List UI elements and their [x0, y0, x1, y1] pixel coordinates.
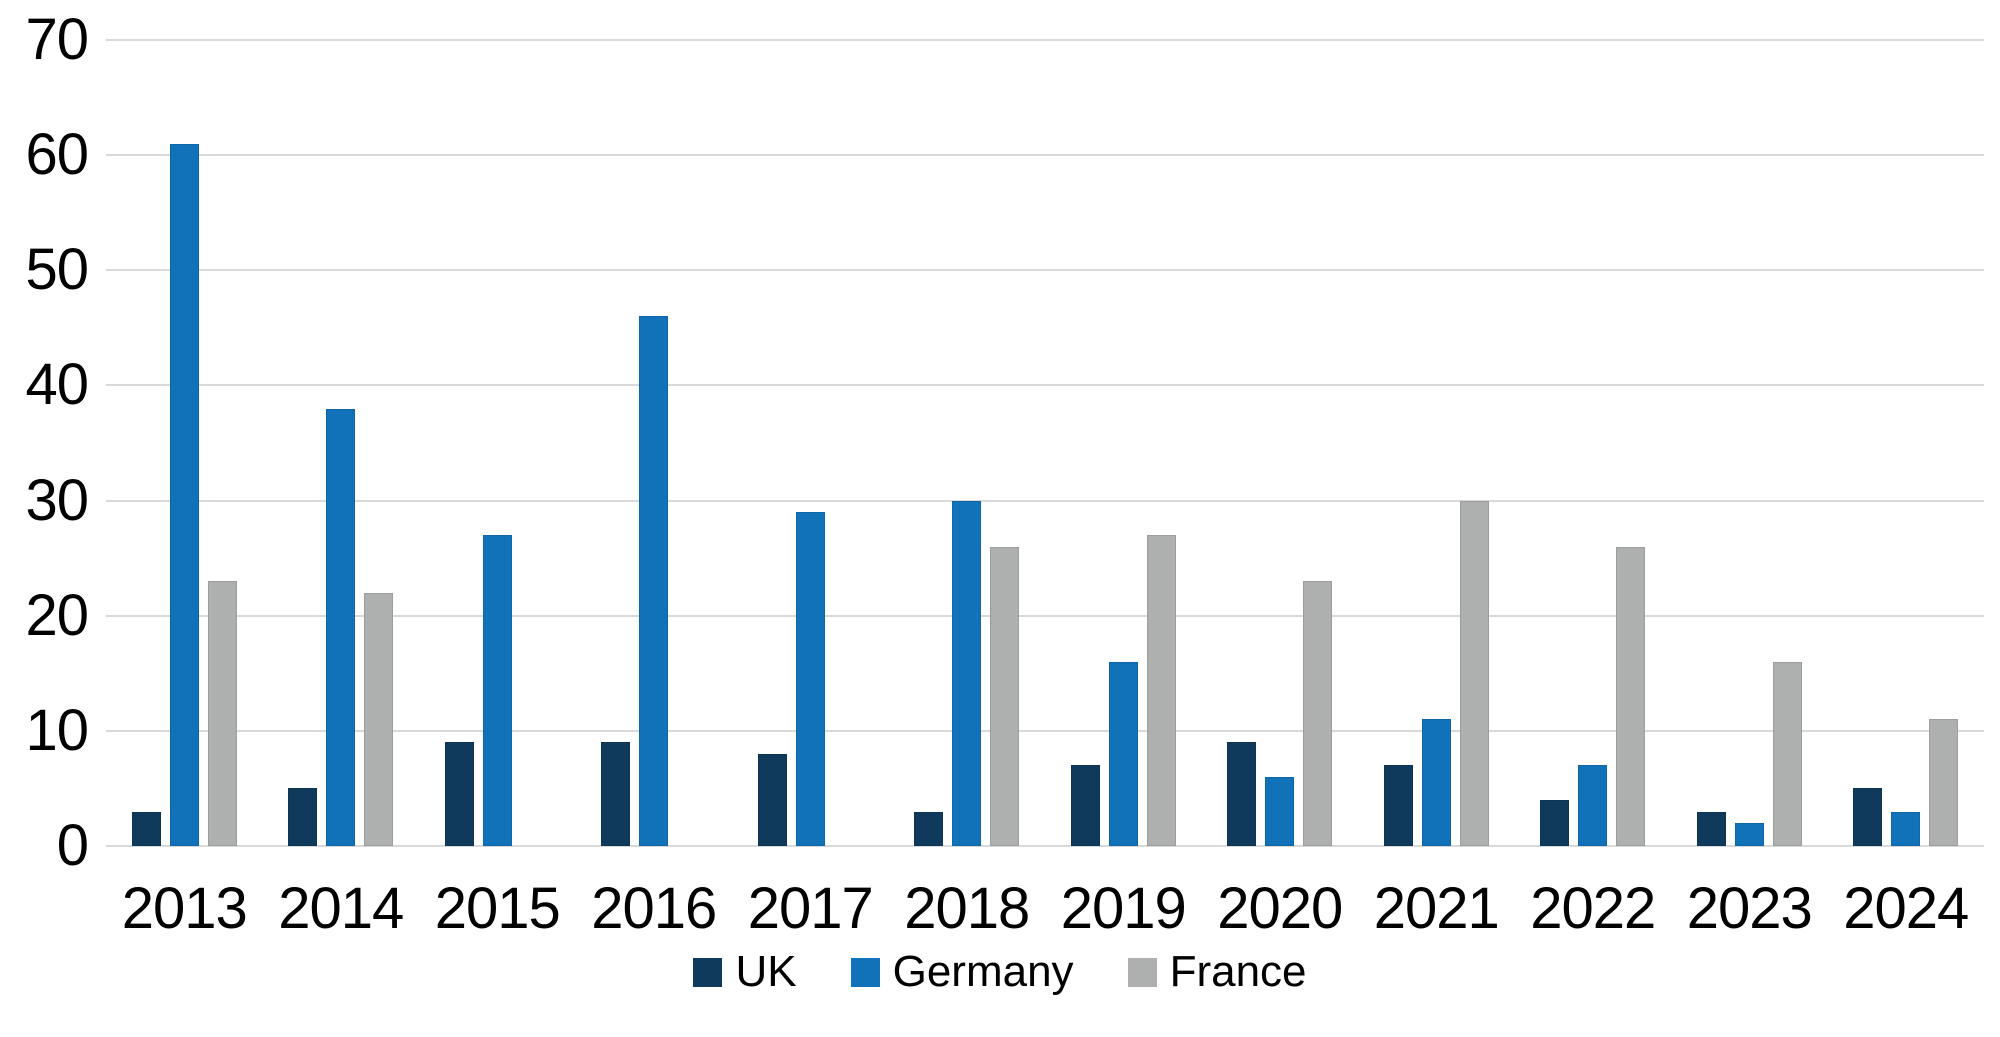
y-tick-label-30: 30 — [25, 467, 89, 533]
y-tick-label-20: 20 — [25, 582, 89, 648]
bar-france-2024 — [1929, 719, 1959, 846]
legend: UK Germany France — [0, 948, 2000, 996]
legend-swatch-uk — [693, 957, 723, 987]
x-tick-label-2023: 2023 — [1686, 876, 1813, 941]
bar-germany-2014 — [326, 408, 356, 846]
x-tick-label-2015: 2015 — [434, 876, 561, 941]
x-tick-label-2021: 2021 — [1373, 876, 1500, 941]
bar-group-2023 — [1671, 40, 1828, 846]
y-tick-label-0: 0 — [56, 813, 89, 878]
y-tick-label-10: 10 — [25, 697, 89, 763]
y-tick-label-40: 40 — [25, 352, 89, 418]
bar-france-2014 — [364, 592, 394, 846]
gridline-10 — [106, 729, 1984, 732]
y-axis: 0 10 20 30 40 50 60 70 — [0, 11, 92, 875]
x-tick-label-2022: 2022 — [1530, 876, 1656, 941]
y-tick-label-70: 70 — [25, 7, 89, 72]
gridline-20 — [106, 614, 1984, 617]
bar-groups — [106, 40, 1984, 846]
bar-germany-2017 — [795, 512, 825, 846]
bar-france-2013 — [207, 581, 237, 846]
x-tick-label-2014: 2014 — [278, 876, 404, 941]
x-axis: 2013 2014 2015 2016 2017 2018 2019 2020 2021 2022… — [106, 878, 1984, 940]
bar-germany-2016 — [639, 316, 669, 846]
bar-germany-2020 — [1265, 776, 1295, 846]
gridline-40 — [106, 384, 1984, 387]
gridline-60 — [106, 154, 1984, 157]
bar-uk-2022 — [1540, 799, 1570, 846]
bar-germany-2024 — [1891, 811, 1921, 846]
bar-group-2024 — [1828, 40, 1985, 846]
bar-uk-2019 — [1070, 765, 1100, 846]
x-tick-label-2016: 2016 — [591, 876, 717, 941]
bar-group-2013 — [106, 40, 263, 846]
gridline-30 — [106, 499, 1984, 502]
legend-swatch-france — [1127, 957, 1157, 987]
bar-group-2021 — [1358, 40, 1515, 846]
bar-uk-2013 — [131, 811, 161, 846]
gridline-0 — [106, 845, 1984, 847]
bar-uk-2024 — [1853, 788, 1883, 846]
bar-germany-2023 — [1734, 823, 1764, 846]
bar-uk-2020 — [1227, 742, 1257, 846]
bar-group-2015 — [419, 40, 576, 846]
x-tick-label-2024: 2024 — [1843, 876, 1969, 941]
bar-france-2023 — [1772, 661, 1802, 846]
bar-uk-2014 — [288, 788, 318, 846]
x-tick-label-2017: 2017 — [747, 876, 874, 941]
bar-germany-2015 — [482, 535, 512, 846]
x-tick-label-2013: 2013 — [121, 876, 248, 941]
bar-france-2020 — [1303, 581, 1333, 846]
bar-uk-2018 — [914, 811, 944, 846]
bar-group-2014 — [263, 40, 420, 846]
bar-uk-2015 — [444, 742, 474, 846]
plot-area — [106, 39, 1984, 847]
gridline-50 — [106, 269, 1984, 272]
bar-uk-2021 — [1383, 765, 1413, 846]
x-tick-label-2020: 2020 — [1217, 876, 1343, 941]
x-tick-label-2019: 2019 — [1060, 876, 1187, 941]
legend-item-uk: UK — [693, 947, 797, 996]
y-tick-label-60: 60 — [25, 122, 89, 188]
bar-uk-2023 — [1696, 811, 1726, 846]
bar-france-2021 — [1459, 500, 1489, 846]
bar-germany-2021 — [1421, 719, 1451, 846]
legend-item-france: France — [1127, 947, 1307, 996]
gridline-70 — [106, 39, 1984, 41]
y-tick-label-50: 50 — [25, 237, 89, 303]
bar-group-2017 — [732, 40, 889, 846]
bar-group-2022 — [1515, 40, 1672, 846]
bar-group-2019 — [1045, 40, 1202, 846]
bar-uk-2017 — [757, 753, 787, 846]
legend-label-uk: UK — [735, 947, 797, 996]
bar-france-2018 — [990, 546, 1020, 846]
bar-uk-2016 — [601, 742, 631, 846]
bar-germany-2022 — [1578, 765, 1608, 846]
legend-swatch-germany — [850, 957, 880, 987]
bar-germany-2013 — [169, 143, 199, 846]
bar-france-2022 — [1616, 546, 1646, 846]
legend-item-germany: Germany — [850, 947, 1074, 996]
bar-germany-2018 — [952, 500, 982, 846]
x-tick-label-2018: 2018 — [904, 876, 1030, 941]
bar-group-2020 — [1202, 40, 1359, 846]
bar-group-2018 — [889, 40, 1046, 846]
bar-france-2019 — [1146, 535, 1176, 846]
bar-germany-2019 — [1108, 661, 1138, 846]
legend-label-france: France — [1169, 947, 1307, 996]
legend-label-germany: Germany — [892, 947, 1074, 996]
bar-group-2016 — [576, 40, 733, 846]
